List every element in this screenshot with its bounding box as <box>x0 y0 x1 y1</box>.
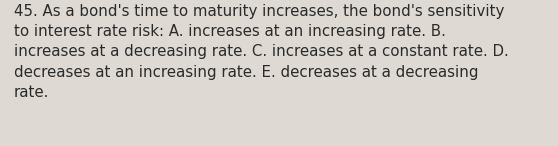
Text: 45. As a bond's time to maturity increases, the bond's sensitivity
to interest r: 45. As a bond's time to maturity increas… <box>14 4 509 100</box>
